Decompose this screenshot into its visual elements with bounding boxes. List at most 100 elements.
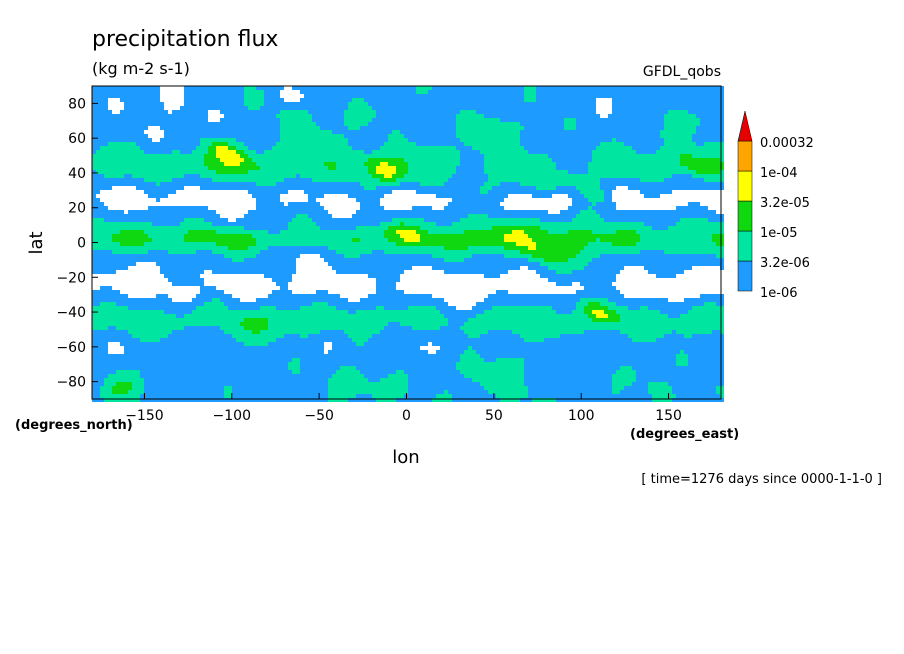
contour-cell	[116, 182, 120, 186]
contour-cell	[572, 86, 576, 90]
contour-cell	[460, 110, 464, 114]
contour-cell	[568, 126, 572, 130]
contour-cell	[428, 182, 432, 186]
contour-cell	[532, 118, 536, 122]
contour-cell	[652, 206, 656, 210]
contour-cell	[544, 170, 548, 174]
contour-cell	[192, 158, 196, 162]
contour-cell	[212, 210, 216, 214]
contour-cell	[444, 210, 448, 214]
contour-cell	[536, 126, 540, 130]
contour-cell	[664, 94, 668, 98]
contour-cell	[620, 170, 624, 174]
contour-cell	[604, 174, 608, 178]
contour-cell	[640, 126, 644, 130]
contour-cell	[192, 106, 196, 110]
contour-cell	[404, 194, 408, 198]
contour-cell	[340, 182, 344, 186]
contour-cell	[160, 90, 164, 94]
contour-cell	[432, 166, 436, 170]
contour-cell	[236, 150, 240, 154]
contour-cell	[684, 126, 688, 130]
contour-cell	[92, 186, 96, 190]
contour-cell	[320, 154, 324, 158]
contour-cell	[492, 126, 496, 130]
contour-cell	[108, 118, 112, 122]
contour-cell	[172, 162, 176, 166]
contour-cell	[344, 206, 348, 210]
contour-cell	[600, 198, 604, 202]
contour-cell	[568, 114, 572, 118]
contour-cell	[220, 94, 224, 98]
contour-cell	[300, 158, 304, 162]
contour-cell	[324, 186, 328, 190]
contour-cell	[92, 178, 96, 182]
contour-cell	[684, 186, 688, 190]
contour-cell	[220, 138, 224, 142]
contour-cell	[220, 110, 224, 114]
contour-cell	[500, 130, 504, 134]
contour-cell	[548, 134, 552, 138]
contour-cell	[504, 206, 508, 210]
contour-cell	[312, 122, 316, 126]
contour-cell	[412, 134, 416, 138]
contour-cell	[184, 166, 188, 170]
contour-cell	[644, 150, 648, 154]
contour-cell	[508, 106, 512, 110]
contour-cell	[432, 162, 436, 166]
contour-cell	[444, 166, 448, 170]
contour-cell	[136, 150, 140, 154]
contour-cell	[576, 110, 580, 114]
contour-cell	[560, 114, 564, 118]
contour-cell	[432, 138, 436, 142]
contour-cell	[216, 150, 220, 154]
contour-cell	[480, 190, 484, 194]
contour-cell	[256, 102, 260, 106]
contour-cell	[600, 106, 604, 110]
contour-cell	[688, 106, 692, 110]
contour-cell	[204, 90, 208, 94]
contour-cell	[624, 174, 628, 178]
contour-cell	[164, 102, 168, 106]
contour-cell	[152, 150, 156, 154]
contour-cell	[504, 134, 508, 138]
contour-cell	[700, 138, 704, 142]
contour-cell	[480, 94, 484, 98]
contour-cell	[400, 130, 404, 134]
contour-cell	[256, 194, 260, 198]
contour-cell	[208, 206, 212, 210]
contour-cell	[632, 190, 636, 194]
contour-cell	[504, 86, 508, 90]
contour-cell	[164, 154, 168, 158]
contour-cell	[136, 130, 140, 134]
contour-cell	[292, 174, 296, 178]
contour-cell	[468, 122, 472, 126]
contour-cell	[196, 106, 200, 110]
contour-cell	[680, 118, 684, 122]
contour-cell	[212, 150, 216, 154]
contour-cell	[504, 198, 508, 202]
contour-cell	[604, 170, 608, 174]
contour-cell	[136, 118, 140, 122]
contour-cell	[212, 98, 216, 102]
contour-cell	[676, 138, 680, 142]
contour-cell	[448, 122, 452, 126]
contour-cell	[180, 194, 184, 198]
contour-cell	[616, 170, 620, 174]
contour-cell	[252, 174, 256, 178]
contour-cell	[264, 86, 268, 90]
contour-cell	[460, 166, 464, 170]
contour-cell	[384, 190, 388, 194]
contour-cell	[588, 194, 592, 198]
contour-cell	[608, 194, 612, 198]
contour-cell	[388, 154, 392, 158]
contour-cell	[416, 146, 420, 150]
contour-cell	[476, 146, 480, 150]
contour-cell	[680, 162, 684, 166]
contour-cell	[488, 158, 492, 162]
contour-cell	[652, 190, 656, 194]
contour-cell	[444, 110, 448, 114]
contour-cell	[292, 182, 296, 186]
contour-cell	[328, 114, 332, 118]
contour-cell	[196, 166, 200, 170]
